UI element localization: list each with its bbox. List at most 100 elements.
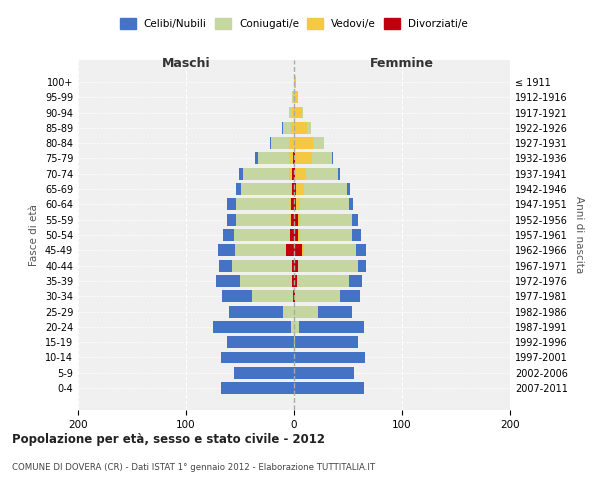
- Bar: [313, 152, 332, 164]
- Bar: [236, 198, 290, 210]
- Bar: [241, 183, 291, 195]
- Bar: [349, 198, 353, 210]
- Bar: [299, 321, 364, 333]
- Bar: [293, 152, 294, 164]
- Bar: [298, 260, 358, 272]
- Legend: Celibi/Nubili, Coniugati/e, Vedovi/e, Divorziati/e: Celibi/Nubili, Coniugati/e, Vedovi/e, Di…: [118, 16, 470, 31]
- Bar: [292, 168, 294, 179]
- Bar: [294, 214, 298, 226]
- Bar: [213, 321, 291, 333]
- Bar: [294, 183, 296, 195]
- Bar: [220, 260, 232, 272]
- Bar: [291, 122, 294, 134]
- Bar: [221, 352, 294, 364]
- Bar: [236, 183, 241, 195]
- Bar: [338, 168, 340, 179]
- Text: COMUNE DI DOVERA (CR) - Dati ISTAT 1° gennaio 2012 - Elaborazione TUTTITALIA.IT: COMUNE DI DOVERA (CR) - Dati ISTAT 1° ge…: [12, 462, 375, 471]
- Bar: [294, 306, 318, 318]
- Bar: [227, 214, 236, 226]
- Y-axis label: Anni di nascita: Anni di nascita: [574, 196, 584, 274]
- Bar: [290, 198, 291, 210]
- Bar: [236, 214, 290, 226]
- Bar: [294, 321, 299, 333]
- Bar: [221, 290, 252, 302]
- Bar: [296, 183, 304, 195]
- Bar: [290, 214, 291, 226]
- Bar: [301, 229, 352, 241]
- Bar: [292, 260, 294, 272]
- Y-axis label: Fasce di età: Fasce di età: [29, 204, 39, 266]
- Bar: [297, 275, 349, 287]
- Bar: [294, 106, 302, 118]
- Bar: [293, 91, 294, 103]
- Bar: [289, 152, 293, 164]
- Bar: [289, 137, 294, 149]
- Bar: [294, 229, 298, 241]
- Bar: [298, 214, 301, 226]
- Bar: [302, 244, 304, 256]
- Bar: [294, 382, 364, 394]
- Bar: [294, 76, 296, 88]
- Bar: [292, 183, 294, 195]
- Bar: [340, 290, 360, 302]
- Bar: [306, 168, 338, 179]
- Bar: [318, 306, 352, 318]
- Bar: [294, 168, 295, 179]
- Bar: [347, 183, 350, 195]
- Bar: [291, 214, 294, 226]
- Bar: [292, 275, 294, 287]
- Bar: [233, 367, 294, 379]
- Bar: [291, 183, 292, 195]
- Bar: [223, 229, 233, 241]
- Bar: [332, 152, 333, 164]
- Bar: [229, 306, 283, 318]
- Bar: [255, 152, 259, 164]
- Bar: [290, 229, 294, 241]
- Bar: [292, 91, 293, 103]
- Bar: [286, 244, 294, 256]
- Bar: [294, 336, 295, 348]
- Bar: [235, 244, 286, 256]
- Bar: [252, 290, 293, 302]
- Bar: [352, 229, 361, 241]
- Bar: [294, 275, 297, 287]
- Bar: [218, 244, 235, 256]
- Bar: [295, 336, 358, 348]
- Bar: [294, 152, 295, 164]
- Bar: [294, 137, 313, 149]
- Bar: [283, 306, 294, 318]
- Bar: [294, 352, 365, 364]
- Bar: [227, 198, 236, 210]
- Bar: [271, 137, 289, 149]
- Bar: [232, 260, 292, 272]
- Bar: [221, 382, 294, 394]
- Bar: [294, 367, 355, 379]
- Bar: [301, 198, 349, 210]
- Bar: [240, 275, 292, 287]
- Bar: [304, 244, 356, 256]
- Bar: [349, 275, 362, 287]
- Bar: [216, 275, 240, 287]
- Bar: [239, 168, 243, 179]
- Text: Popolazione per età, sesso e stato civile - 2012: Popolazione per età, sesso e stato civil…: [12, 432, 325, 446]
- Bar: [259, 152, 289, 164]
- Bar: [298, 229, 301, 241]
- Bar: [294, 244, 302, 256]
- Bar: [270, 137, 271, 149]
- Bar: [294, 260, 298, 272]
- Bar: [289, 106, 292, 118]
- Bar: [291, 198, 294, 210]
- Bar: [293, 290, 294, 302]
- Text: Femmine: Femmine: [370, 56, 434, 70]
- Bar: [296, 198, 301, 210]
- Bar: [358, 260, 367, 272]
- Bar: [295, 152, 313, 164]
- Bar: [292, 106, 294, 118]
- Text: Maschi: Maschi: [161, 56, 211, 70]
- Bar: [295, 290, 340, 302]
- Bar: [294, 198, 296, 210]
- Bar: [227, 336, 294, 348]
- Bar: [307, 122, 311, 134]
- Bar: [301, 214, 352, 226]
- Bar: [283, 122, 291, 134]
